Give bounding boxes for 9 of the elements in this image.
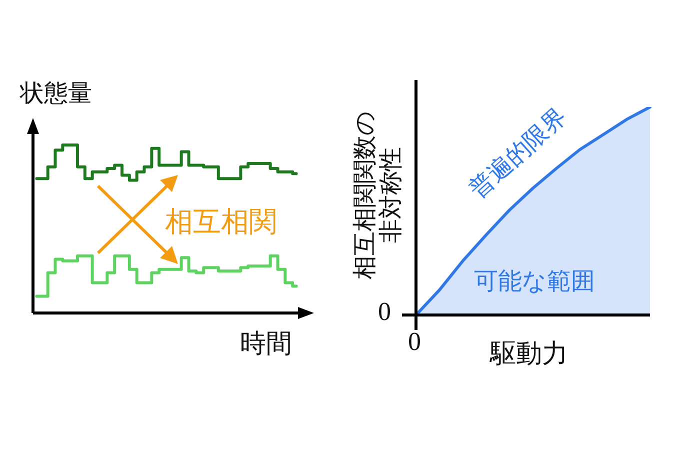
annotation: 相互相関 <box>165 205 277 238</box>
x-axis-title: 駆動力 <box>490 339 568 369</box>
y-axis-title: 状態量 <box>20 79 92 107</box>
text: 0 <box>378 297 391 327</box>
y-axis-title: 相互相関関数の非対称性 <box>350 110 405 282</box>
annotation: 普遍的限界 <box>464 102 572 204</box>
text: 0 <box>408 327 421 357</box>
annotation: 可能な範囲 <box>474 267 595 295</box>
x-axis-title: 時間 <box>240 329 292 359</box>
